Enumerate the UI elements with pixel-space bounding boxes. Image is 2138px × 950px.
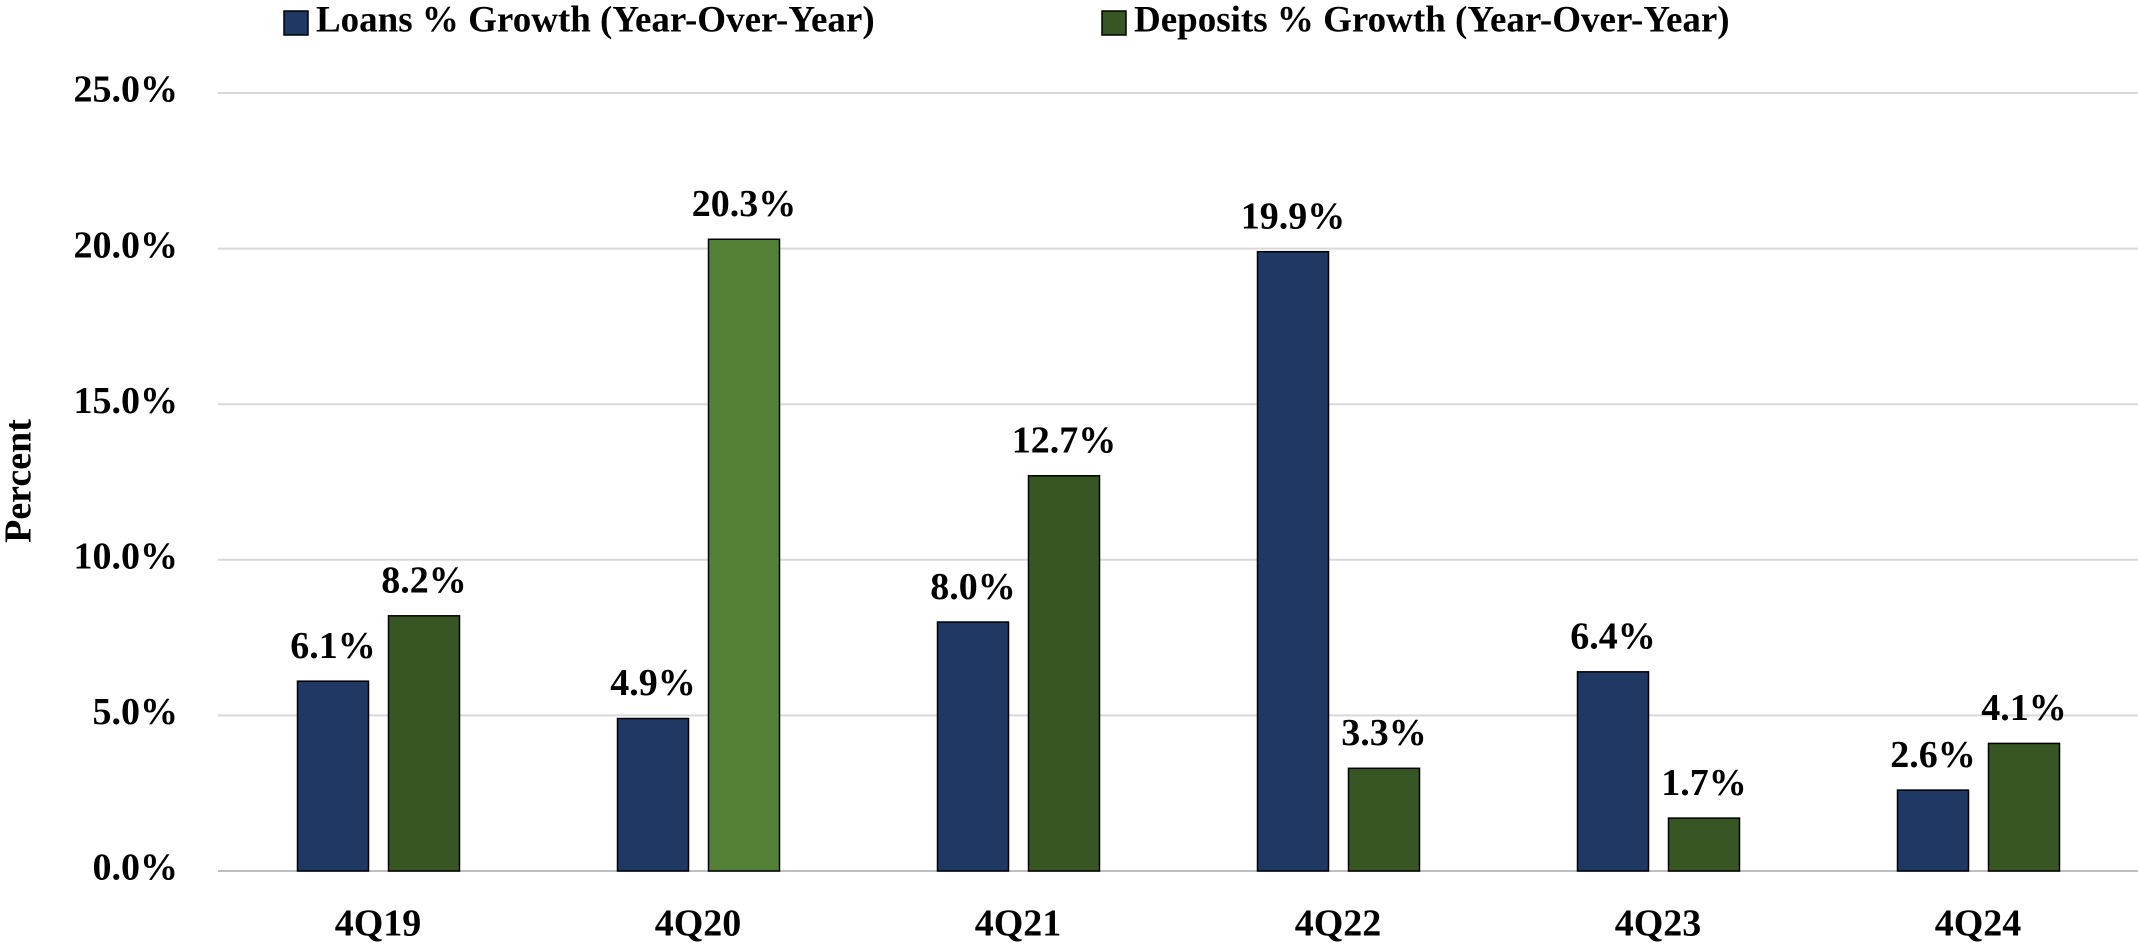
bar <box>1896 789 1970 872</box>
legend-swatch <box>283 10 309 36</box>
data-label: 8.2% <box>381 560 467 602</box>
x-tick-label: 4Q21 <box>975 903 1062 945</box>
bar <box>387 615 461 872</box>
data-label: 4.9% <box>610 662 696 704</box>
bar <box>1347 767 1421 872</box>
bar <box>707 238 781 872</box>
x-tick-label: 4Q20 <box>655 903 742 945</box>
data-label: 1.7% <box>1661 762 1747 804</box>
y-tick-label: 15.0% <box>74 380 179 422</box>
y-axis-label: Percent <box>0 419 40 543</box>
y-tick-label: 20.0% <box>74 224 179 266</box>
bar <box>1027 475 1101 872</box>
data-label: 6.1% <box>290 625 376 667</box>
bar <box>936 621 1010 872</box>
data-label: 4.1% <box>1981 687 2067 729</box>
data-label: 8.0% <box>930 566 1016 608</box>
x-tick-label: 4Q22 <box>1295 903 1382 945</box>
x-tick-label: 4Q23 <box>1615 903 1702 945</box>
x-tick-label: 4Q24 <box>1935 903 2022 945</box>
bar <box>1256 250 1330 872</box>
x-tick-label: 4Q19 <box>335 903 422 945</box>
bar <box>616 717 690 872</box>
y-tick-label: 10.0% <box>74 536 179 578</box>
data-label: 20.3% <box>692 183 797 225</box>
data-label: 2.6% <box>1890 734 1976 776</box>
data-label: 19.9% <box>1241 195 1346 237</box>
data-label: 6.4% <box>1570 616 1656 658</box>
data-label: 3.3% <box>1341 712 1427 754</box>
y-tick-label: 25.0% <box>74 69 179 111</box>
bar <box>1987 742 2061 872</box>
legend-label: Loans % Growth (Year-Over-Year) <box>316 0 875 40</box>
bar <box>1576 671 1650 872</box>
y-tick-label: 0.0% <box>93 847 179 889</box>
bar <box>296 680 370 872</box>
legend-swatch <box>1101 10 1127 36</box>
bar <box>1667 817 1741 872</box>
y-tick-label: 5.0% <box>93 691 179 733</box>
legend-label: Deposits % Growth (Year-Over-Year) <box>1134 0 1730 40</box>
data-label: 12.7% <box>1012 419 1117 461</box>
